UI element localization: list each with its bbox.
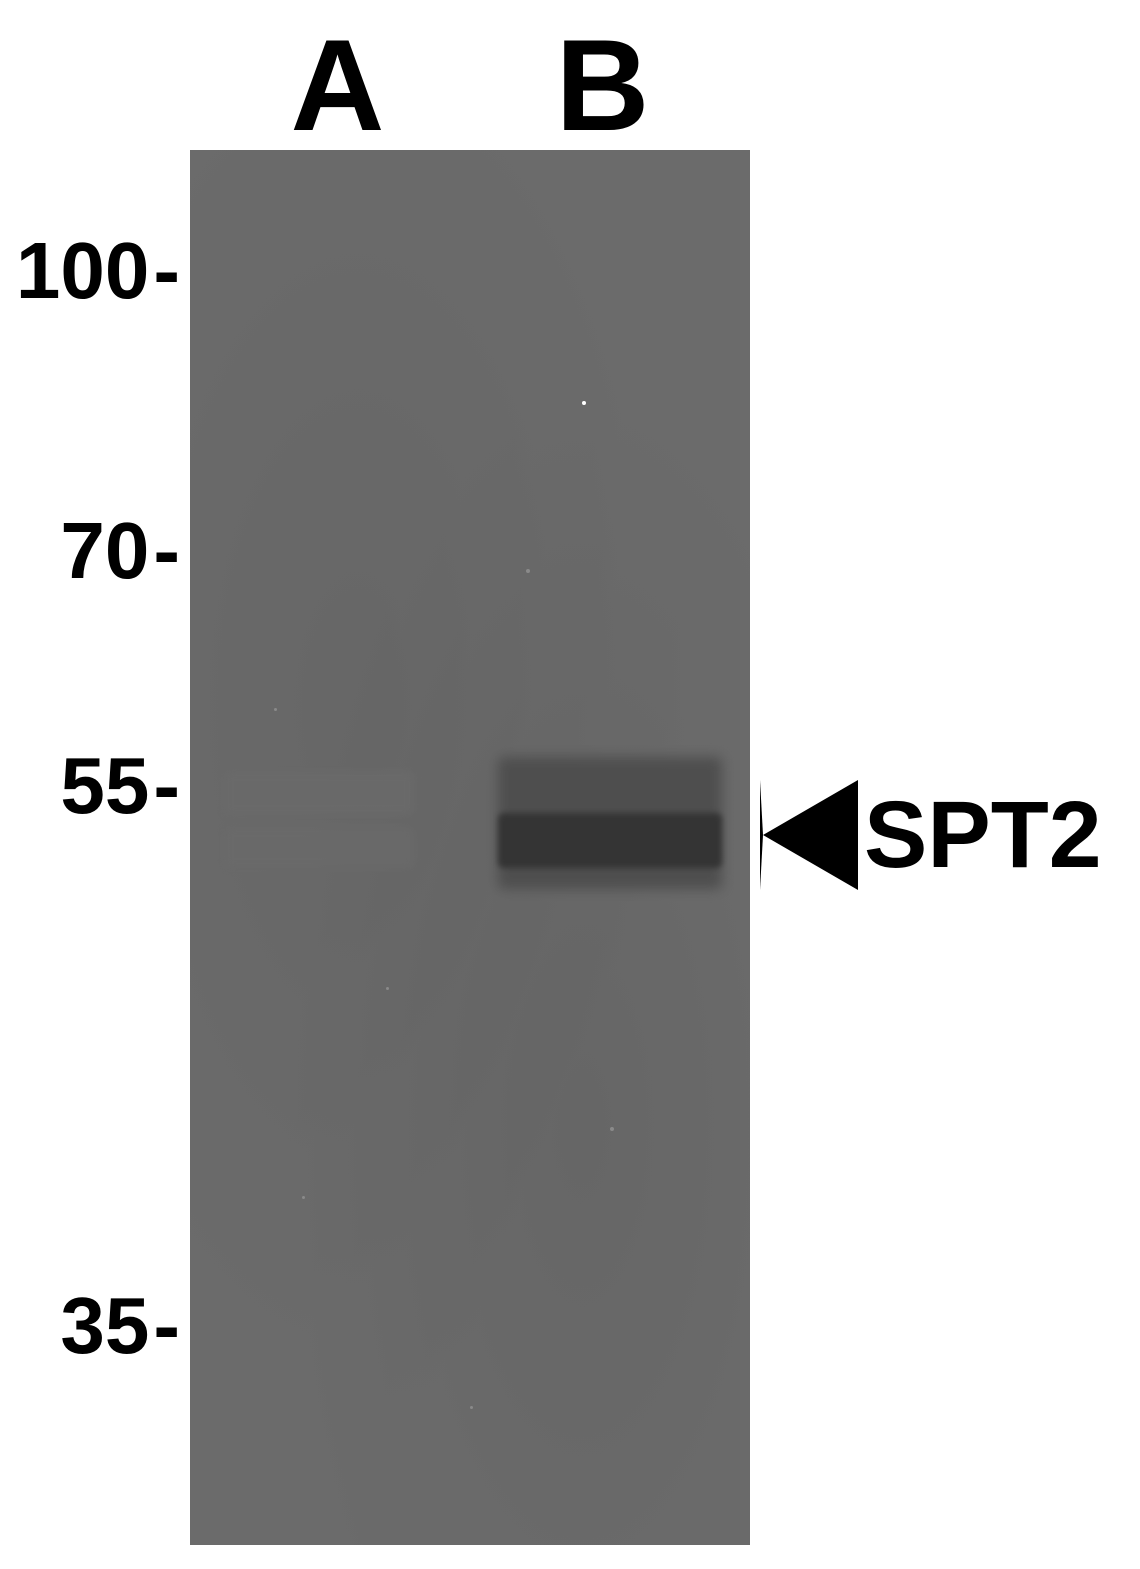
marker-100-dash: - — [153, 225, 180, 317]
blot-speck — [610, 1127, 614, 1131]
protein-name: SPT2 — [864, 781, 1102, 890]
blot-speck — [526, 569, 530, 573]
lane-label-a: A — [291, 10, 385, 160]
blot-speck — [470, 1406, 473, 1409]
marker-35-value: 35 — [60, 1280, 149, 1372]
arrowhead-left-icon — [760, 780, 858, 890]
marker-100: 100 - — [0, 225, 180, 317]
protein-label-arrow: SPT2 — [760, 780, 1102, 890]
marker-100-value: 100 — [16, 225, 149, 317]
marker-70-value: 70 — [60, 505, 149, 597]
marker-70-dash: - — [153, 505, 180, 597]
band-lane-b-dark — [498, 813, 722, 869]
lane-label-b: B — [556, 10, 650, 160]
lane-headers: A B — [205, 10, 735, 160]
blot-speck — [386, 987, 389, 990]
western-blot-membrane — [190, 150, 750, 1545]
marker-55-value: 55 — [60, 740, 149, 832]
marker-70: 70 - — [0, 505, 180, 597]
marker-55: 55 - — [0, 740, 180, 832]
marker-35: 35 - — [0, 1280, 180, 1372]
blot-speck — [274, 708, 277, 711]
band-lane-a-lower — [224, 827, 414, 869]
marker-35-dash: - — [153, 1280, 180, 1372]
marker-55-dash: - — [153, 740, 180, 832]
band-lane-a-upper — [224, 771, 414, 816]
